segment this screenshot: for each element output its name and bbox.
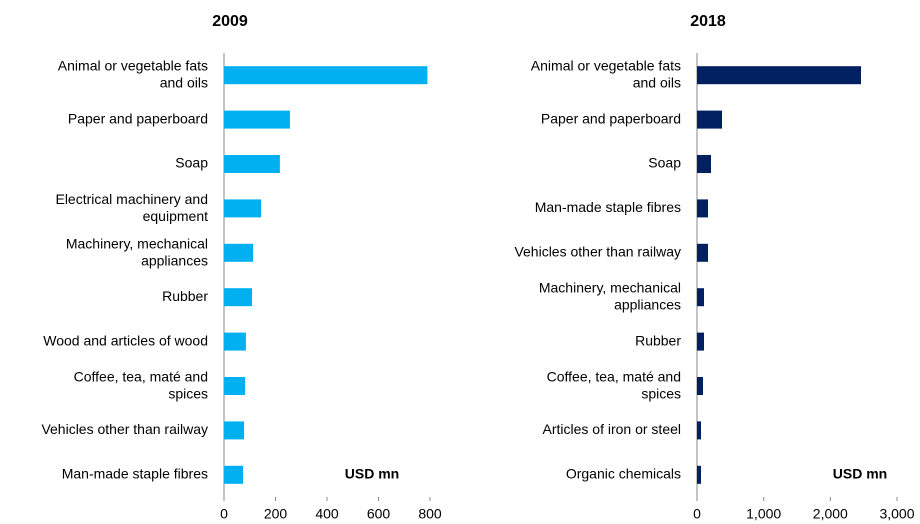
bar xyxy=(224,243,254,262)
chart-title: 2018 xyxy=(690,13,726,30)
x-tick-label: 3,000 xyxy=(879,506,914,522)
bar xyxy=(697,377,703,395)
y-tick-label: Coffee, tea, maté and spices xyxy=(547,368,681,401)
bar xyxy=(697,288,704,307)
bar xyxy=(224,66,428,85)
y-tick-label: Soap xyxy=(648,155,681,171)
bar xyxy=(224,332,246,351)
y-tick-label: Animal or vegetable fats and oils xyxy=(531,57,681,90)
y-tick-label: Animal or vegetable fats and oils xyxy=(58,57,208,90)
chart-title: 2009 xyxy=(212,13,248,30)
y-tick-label: Paper and paperboard xyxy=(68,110,208,126)
y-tick-label: Machinery, mechanical appliances xyxy=(66,235,208,268)
x-tick-label: 600 xyxy=(367,506,391,522)
bar xyxy=(697,110,722,129)
bar xyxy=(224,199,262,218)
y-tick-label: Electrical machinery and equipment xyxy=(55,191,208,224)
x-tick-label: 2,000 xyxy=(813,506,848,522)
y-tick-label: Articles of iron or steel xyxy=(543,421,682,437)
y-tick-label: Rubber xyxy=(635,332,681,348)
y-tick-label: Machinery, mechanical appliances xyxy=(539,279,681,312)
bar xyxy=(697,332,704,351)
bar xyxy=(697,243,708,262)
y-tick-label: Soap xyxy=(175,155,208,171)
bar xyxy=(697,199,708,218)
unit-annotation: USD mn xyxy=(345,466,399,482)
y-tick-label: Organic chemicals xyxy=(566,466,681,482)
y-tick-label: Man-made staple fibres xyxy=(535,199,681,215)
x-tick-label: 0 xyxy=(220,506,228,522)
bar xyxy=(224,465,244,484)
y-tick-label: Man-made staple fibres xyxy=(62,466,208,482)
y-tick-label: Paper and paperboard xyxy=(541,110,681,126)
bar xyxy=(697,465,701,484)
bar xyxy=(697,66,861,85)
bar xyxy=(224,377,246,395)
x-tick-label: 400 xyxy=(315,506,339,522)
y-tick-label: Vehicles other than railway xyxy=(41,421,208,437)
bar xyxy=(697,155,711,173)
bar xyxy=(224,155,280,173)
bar xyxy=(697,421,701,440)
unit-annotation: USD mn xyxy=(833,466,887,482)
bar xyxy=(224,421,245,440)
y-tick-label: Coffee, tea, maté and spices xyxy=(74,368,208,401)
y-tick-label: Wood and articles of wood xyxy=(43,332,208,348)
x-tick-label: 1,000 xyxy=(746,506,781,522)
bar xyxy=(224,110,290,129)
x-tick-label: 800 xyxy=(418,506,442,522)
y-tick-label: Vehicles other than railway xyxy=(514,244,681,260)
y-tick-label: Rubber xyxy=(162,288,208,304)
x-tick-label: 0 xyxy=(693,506,701,522)
bar xyxy=(224,288,253,307)
x-tick-label: 200 xyxy=(264,506,288,522)
